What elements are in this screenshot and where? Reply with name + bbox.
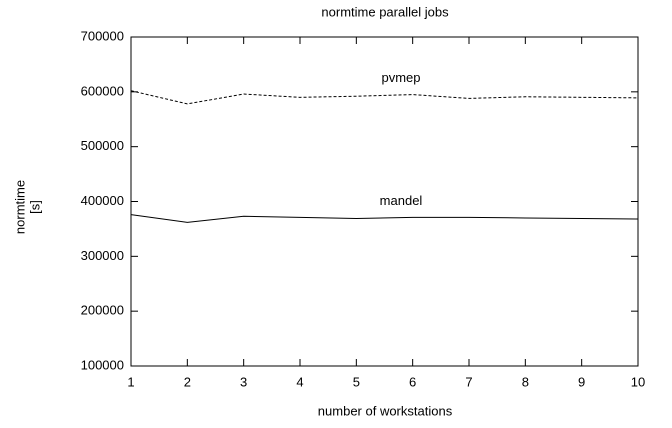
y-tick-label: 600000 — [81, 83, 124, 98]
y-axis-title: normtime — [12, 180, 27, 234]
x-tick-label: 9 — [578, 374, 585, 389]
series-label: pvmep — [381, 70, 420, 85]
y-tick-label: 100000 — [81, 357, 124, 372]
x-tick-label: 4 — [296, 374, 303, 389]
y-axis-title: [s] — [27, 200, 42, 214]
x-tick-label: 1 — [127, 374, 134, 389]
y-tick-label: 300000 — [81, 248, 124, 263]
y-tick-label: 400000 — [81, 193, 124, 208]
x-tick-label: 7 — [465, 374, 472, 389]
series-line — [130, 90, 639, 105]
y-tick-label: 700000 — [81, 28, 124, 43]
x-axis-title: number of workstations — [318, 403, 453, 418]
series-label: mandel — [380, 193, 423, 208]
series-line — [130, 214, 639, 223]
x-tick-label: 6 — [409, 374, 416, 389]
x-tick-label: 8 — [522, 374, 529, 389]
y-tick-label: 200000 — [81, 303, 124, 318]
y-tick-label: 500000 — [81, 138, 124, 153]
chart-title: normtime parallel jobs — [321, 4, 449, 19]
x-tick-label: 5 — [353, 374, 360, 389]
x-tick-label: 2 — [184, 374, 191, 389]
x-tick-label: 3 — [240, 374, 247, 389]
x-tick-label: 10 — [631, 374, 645, 389]
